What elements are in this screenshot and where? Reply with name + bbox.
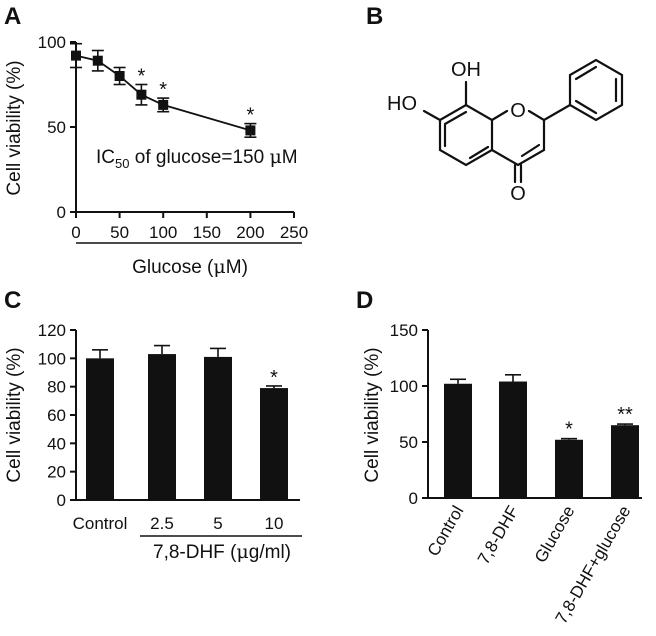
panel-c-ylabel: Cell viability (%) <box>4 347 25 482</box>
panel-d-category-label: 7,8-DHF <box>474 503 523 568</box>
panel-d: D Cell viability (%) 0 50 100 150 Control 7,8… <box>356 287 642 627</box>
panel-a-data-point <box>71 50 81 61</box>
panel-a-ic50-annotation: IC50 of glucose=150 μM <box>96 146 298 171</box>
panel-c-category-label: 5 <box>213 514 222 533</box>
ho-bond <box>422 109 442 122</box>
panel-d-bar <box>555 439 583 498</box>
panel-c-y-tick-label: 60 <box>47 406 66 425</box>
panel-a: A Cell viability (%) Glucose (μM) IC50 o… <box>4 3 308 278</box>
panel-a-significance-marker: * <box>159 79 167 101</box>
panel-a-y-tick-label: 100 <box>38 33 66 52</box>
ring-b-bonds <box>568 58 624 122</box>
ring-b-double-bonds <box>574 65 618 115</box>
panel-a-label: A <box>4 3 21 30</box>
panel-c-plot: 0 20 40 60 80 100 120 Control 2.5 5 10 * <box>38 321 302 537</box>
panel-c-label: C <box>4 287 21 314</box>
panel-b: B OH HO O O <box>366 3 624 205</box>
panel-a-x-tick-label: 0 <box>71 223 80 242</box>
panel-c-bar <box>86 358 114 500</box>
panel-d-label: D <box>356 287 373 314</box>
oh-group-label: OH <box>451 59 481 81</box>
panel-a-significance-marker: * <box>247 105 255 127</box>
panel-c-bar <box>148 354 176 500</box>
panel-a-y-tick-label: 0 <box>57 203 66 222</box>
panel-a-x-tick-label: 50 <box>110 223 129 242</box>
panel-a-xlabel: Glucose (μM) <box>132 256 248 278</box>
panel-c-y-tick-label: 120 <box>38 321 66 340</box>
panel-c-y-tick-label: 20 <box>47 463 66 482</box>
panel-a-x-tick-label: 100 <box>149 223 177 242</box>
panel-b-label: B <box>366 3 383 30</box>
panel-c-category-label: 10 <box>265 514 284 533</box>
ho-group-label: HO <box>387 93 417 115</box>
panel-c-y-tick-label: 80 <box>47 378 66 397</box>
panel-a-y-tick-label: 50 <box>47 118 66 137</box>
panel-d-bar <box>611 425 639 498</box>
ring-oxygen-label: O <box>510 100 526 122</box>
ring-a-double-bonds <box>443 110 490 160</box>
panel-c-y-tick-label: 40 <box>47 434 66 453</box>
panel-d-y-tick-label: 150 <box>390 321 418 340</box>
panel-c-category-label: 2.5 <box>150 514 174 533</box>
phenyl-link-bond <box>542 103 572 122</box>
panel-a-plot: 0 50 100 0 50 100 150 200 250 * * * <box>38 33 308 244</box>
carbonyl-oxygen-label: O <box>510 183 526 205</box>
panel-d-bar <box>499 381 527 498</box>
panel-d-category-label: Control <box>424 503 468 560</box>
panel-d-bar <box>444 383 472 498</box>
panel-a-data-point <box>136 89 147 100</box>
panel-c: C Cell viability (%) 7,8-DHF (μg/ml) 0 20… <box>4 287 302 563</box>
panel-c-category-label: Control <box>73 514 128 533</box>
panel-d-significance-marker: ** <box>617 404 633 426</box>
panel-c-significance-marker: * <box>270 367 278 389</box>
panel-a-ylabel: Cell viability (%) <box>4 60 25 195</box>
panel-d-y-tick-label: 50 <box>399 433 418 452</box>
panel-a-data-point <box>158 99 169 110</box>
panel-d-y-tick-label: 100 <box>390 377 418 396</box>
panel-d-category-label: Glucose <box>531 503 579 567</box>
panel-c-y-tick-label: 0 <box>57 491 66 510</box>
panel-c-y-tick-label: 100 <box>38 349 66 368</box>
panel-a-significance-marker: * <box>138 66 146 88</box>
panel-d-ylabel: Cell viability (%) <box>362 347 383 482</box>
ring-c-double-bond <box>520 143 541 158</box>
carbonyl-bond <box>513 163 523 184</box>
panel-a-x-tick-label: 150 <box>193 223 221 242</box>
panel-a-x-tick-label: 250 <box>280 223 308 242</box>
ring-a-bonds <box>438 103 494 167</box>
panel-c-bar <box>260 388 288 500</box>
panel-a-x-tick-label: 200 <box>236 223 264 242</box>
panel-c-group-label: 7,8-DHF (μg/ml) <box>153 541 291 563</box>
panel-a-data-point <box>114 71 125 81</box>
panel-a-data-point <box>245 125 256 136</box>
panel-d-significance-marker: * <box>565 419 573 441</box>
flavone-structure <box>422 58 624 184</box>
ring-c-bonds <box>490 109 546 167</box>
panel-a-data-point <box>92 55 103 66</box>
panel-d-y-tick-label: 0 <box>409 489 418 508</box>
panel-c-bar <box>204 356 232 500</box>
